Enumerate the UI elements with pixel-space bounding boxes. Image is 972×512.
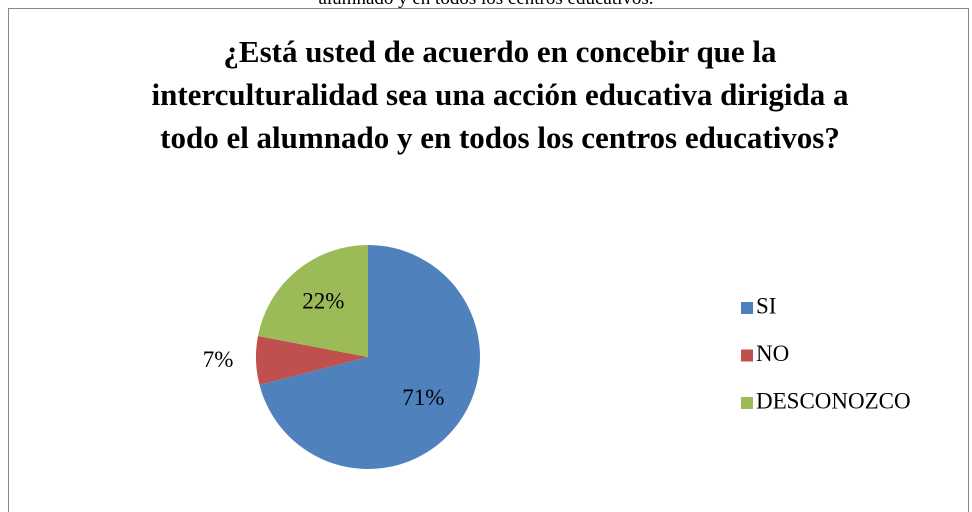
- pie-slice: [259, 245, 480, 470]
- legend-swatch: [741, 302, 753, 314]
- legend-label: DESCONOZCO: [756, 388, 911, 413]
- pie-slice: [257, 245, 368, 357]
- caption: alumnado y en todos los centros educativ…: [0, 0, 972, 10]
- legend-label: SI: [756, 293, 776, 318]
- chart-title: ¿Está usted de acuerdo en concebir que l…: [151, 34, 849, 155]
- legend-swatch: [741, 349, 753, 362]
- data-label: 22%: [302, 288, 344, 313]
- data-label: 7%: [203, 347, 234, 372]
- data-label: 71%: [402, 385, 444, 410]
- chart-frame: [8, 8, 969, 512]
- legend-label: NO: [756, 341, 789, 366]
- legend-swatch: [741, 397, 753, 409]
- pie-slice: [256, 336, 368, 385]
